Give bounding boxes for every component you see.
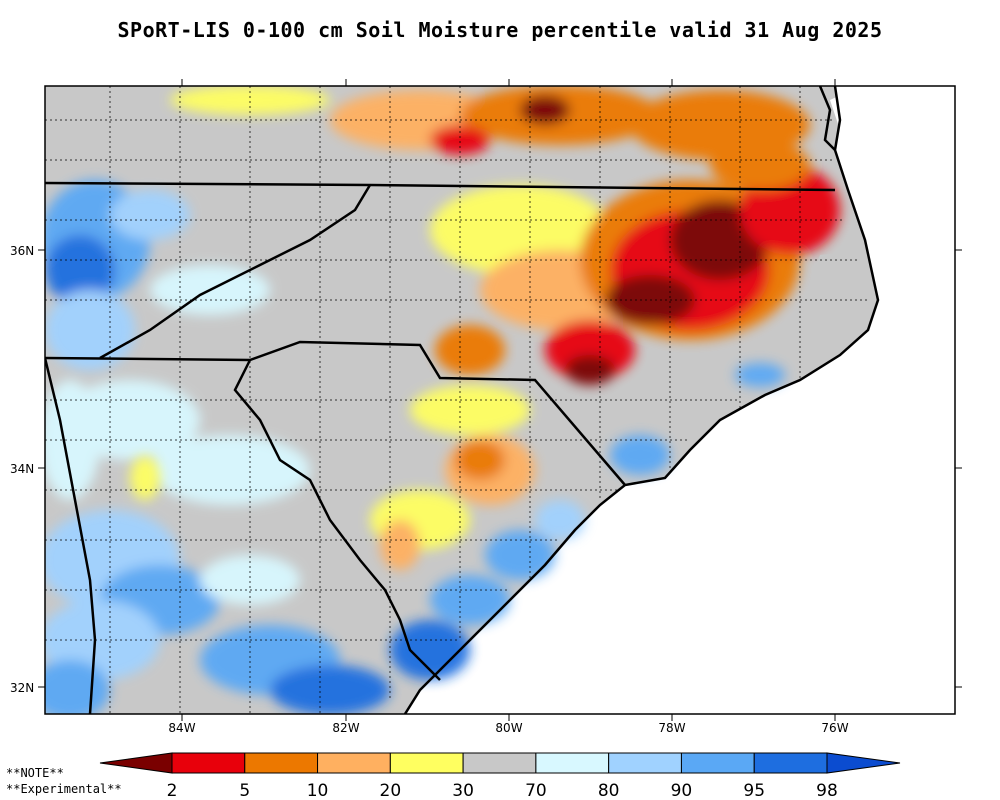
colorbar-swatch [462,752,537,774]
ga-al-border [45,357,97,714]
tn-nc-border [99,184,372,360]
lon-label: 78W [658,721,685,735]
map-field [45,86,955,714]
sc-ga-border [233,359,441,681]
colorbar-swatch [753,752,828,774]
coastline [403,86,880,714]
colorbar: 2 5 10 20 30 70 80 90 95 98 [99,752,901,800]
colorbar-label: 10 [307,781,329,800]
note-label: **NOTE** [6,766,64,780]
map-frame [44,85,956,715]
lat-label: 34N [10,462,34,476]
colorbar-arrow-high [826,752,901,774]
colorbar-label: 98 [816,781,838,800]
colorbar-label: 2 [167,781,178,800]
colorbar-swatch [680,752,755,774]
colorbar-label: 90 [671,781,693,800]
colorbar-swatch [389,752,464,774]
colorbar-label: 5 [239,781,250,800]
colorbar-label: 80 [598,781,620,800]
lat-label: 36N [10,244,34,258]
lon-label: 80W [495,721,522,735]
colorbar-swatch [171,752,246,774]
colorbar-label: 20 [380,781,402,800]
lon-label: 82W [332,721,359,735]
chesapeake-shore [818,86,836,151]
colorbar-swatch [244,752,319,774]
colorbar-swatch [317,752,391,774]
colorbar-swatch [535,752,610,774]
lon-label: 76W [821,721,848,735]
colorbar-arrow-low [99,752,173,774]
colorbar-swatch [608,752,682,774]
colorbar-label: 30 [452,781,474,800]
lat-label: 32N [10,681,34,695]
colorbar-label: 70 [525,781,547,800]
lon-label: 84W [168,721,195,735]
experimental-label: **Experimental** [6,782,122,796]
map-title: SPoRT-LIS 0-100 cm Soil Moisture percent… [117,18,883,42]
colorbar-label: 95 [743,781,765,800]
